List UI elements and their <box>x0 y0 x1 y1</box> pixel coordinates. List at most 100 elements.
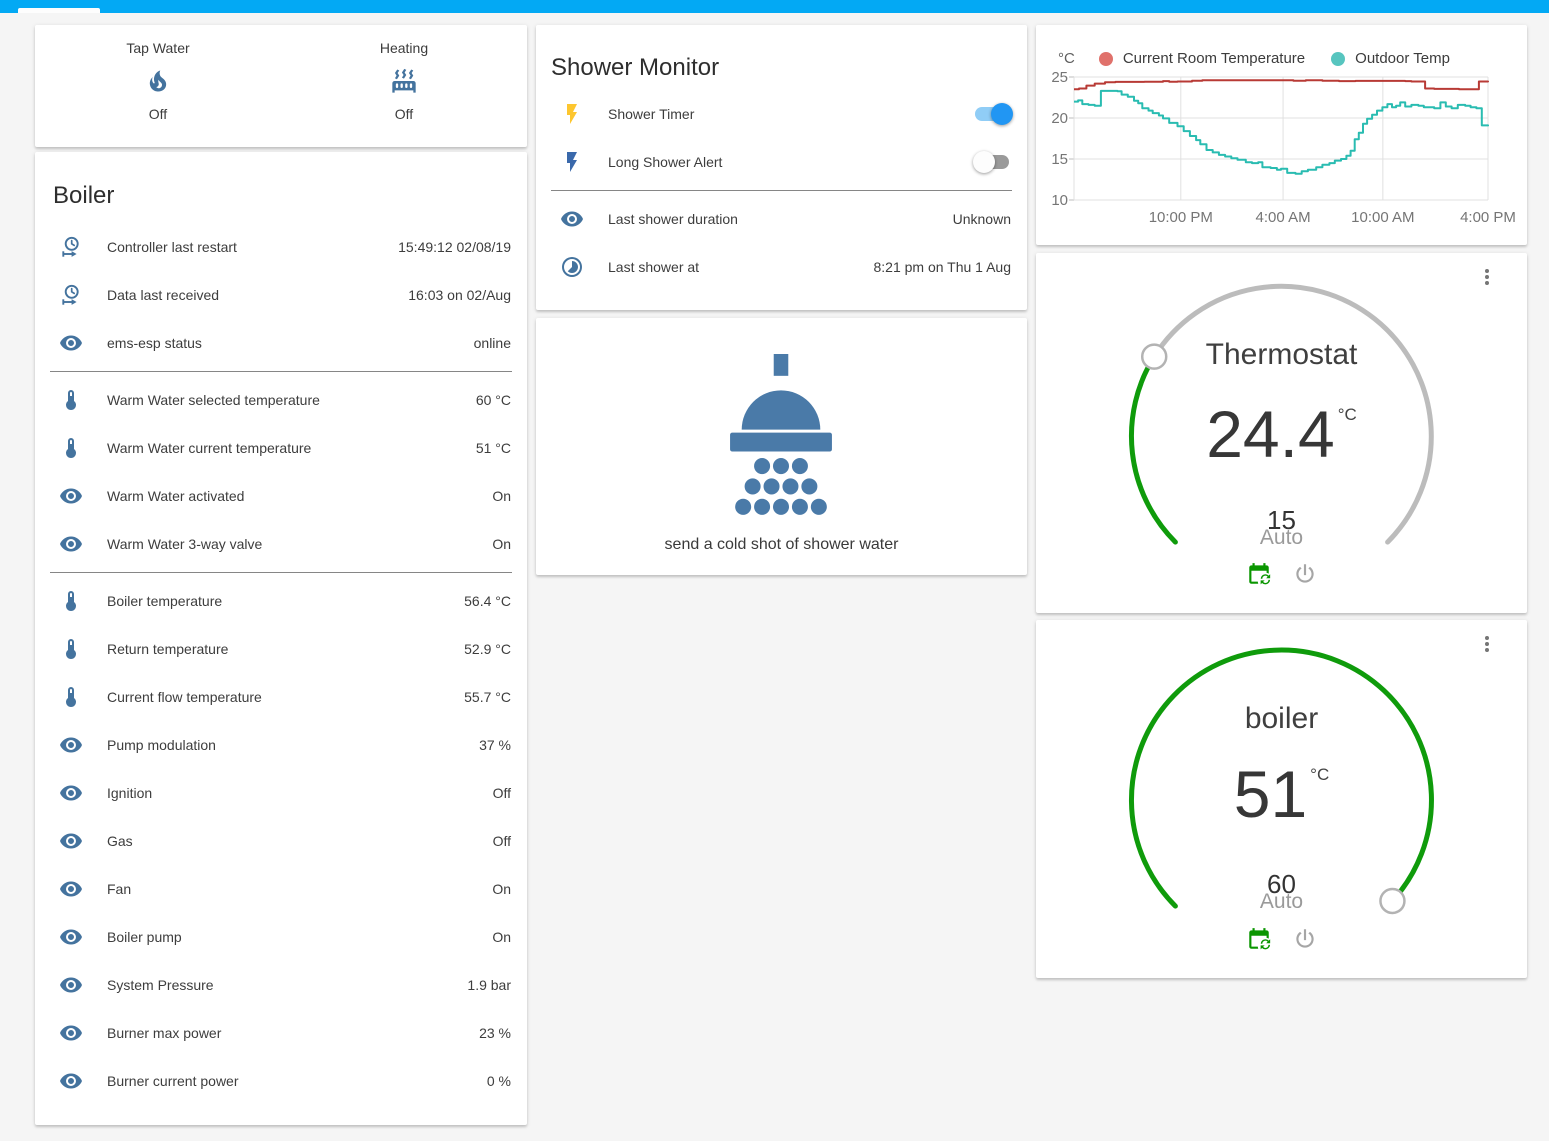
power-icon <box>1295 929 1314 948</box>
entity-row[interactable]: Fan On <box>35 865 527 913</box>
entity-row[interactable]: Gas Off <box>35 817 527 865</box>
menu-button[interactable] <box>1475 265 1499 289</box>
entity-label: Pump modulation <box>107 737 216 753</box>
entity-label: Gas <box>107 833 133 849</box>
entity-value: 15:49:12 02/08/19 <box>398 239 511 255</box>
entity-label: Last shower at <box>608 259 700 275</box>
svg-text:20: 20 <box>1051 110 1068 127</box>
entity-label: Warm Water selected temperature <box>107 392 320 408</box>
shower-head-icon <box>730 354 832 515</box>
glance-item-tap-water[interactable]: Tap Water Off <box>35 25 281 147</box>
timelapse-icon <box>562 257 582 277</box>
entity-label: Burner current power <box>107 1073 239 1089</box>
eye-icon <box>60 488 82 504</box>
entity-value: 55.7 °C <box>464 689 511 705</box>
boiler-dial <box>1129 647 1434 915</box>
entity-label: Long Shower Alert <box>608 154 723 170</box>
entity-value: On <box>492 536 511 552</box>
app-header <box>0 0 1549 13</box>
dial-actions <box>1036 561 1527 587</box>
entity-label: Data last received <box>107 287 220 303</box>
active-tab-indicator[interactable] <box>18 8 100 13</box>
entity-row[interactable]: Boiler temperature 56.4 °C <box>35 577 527 625</box>
legend-label: Outdoor Temp <box>1355 50 1450 67</box>
glance-item-heating[interactable]: Heating Off <box>281 25 527 147</box>
thermometer-icon <box>66 591 76 611</box>
history-chart: 25 20 15 10 10:00 PM 4:00 AM 10:00 AM 4:00 PM <box>1051 69 1516 226</box>
menu-button[interactable] <box>1475 632 1499 656</box>
calendar-sync-button[interactable] <box>1246 561 1272 587</box>
entity-row[interactable]: Controller last restart 15:49:12 02/08/19 <box>35 223 527 271</box>
entity-row[interactable]: Current flow temperature 55.7 °C <box>35 673 527 721</box>
entity-row[interactable]: Boiler pump On <box>35 913 527 961</box>
entity-value: 52.9 °C <box>464 641 511 657</box>
entity-row[interactable]: Pump modulation 37 % <box>35 721 527 769</box>
glance-card: Tap Water Off Heating Off <box>35 25 527 147</box>
toggle-switch[interactable] <box>975 103 1013 125</box>
divider <box>50 371 512 372</box>
target-temperature: 60 <box>1267 869 1296 899</box>
entity-row[interactable]: Return temperature 52.9 °C <box>35 625 527 673</box>
flash-icon <box>567 152 577 172</box>
entity-row[interactable]: Warm Water selected temperature 60 °C <box>35 376 527 424</box>
entity-label: Controller last restart <box>107 239 237 255</box>
legend-label: Current Room Temperature <box>1122 50 1306 67</box>
power-button[interactable] <box>1292 561 1318 587</box>
slider-handle[interactable] <box>1140 343 1168 370</box>
calendar-sync-button[interactable] <box>1246 926 1272 952</box>
eye-icon <box>60 335 82 351</box>
calendar-sync-icon <box>1248 563 1270 585</box>
entity-row[interactable]: Warm Water activated On <box>35 472 527 520</box>
power-button[interactable] <box>1292 926 1318 952</box>
eye-icon <box>60 833 82 849</box>
entity-label: Warm Water 3-way valve <box>107 536 263 552</box>
entity-row[interactable]: Long Shower Alert <box>536 138 1027 186</box>
thermometer-icon <box>66 438 76 458</box>
shower-action-card[interactable]: send a cold shot of shower water <box>536 318 1027 575</box>
entity-row[interactable]: Warm Water 3-way valve On <box>35 520 527 568</box>
entity-value: Unknown <box>952 211 1011 227</box>
dial-actions <box>1036 926 1527 952</box>
entity-row[interactable]: Ignition Off <box>35 769 527 817</box>
svg-text:10:00 AM: 10:00 AM <box>1351 209 1414 226</box>
boiler-gauge-card: boiler 51 °C 60 Auto <box>1036 620 1527 978</box>
radiator-icon <box>392 68 416 93</box>
thermostat-dial <box>1128 283 1434 545</box>
entity-value: 8:21 pm on Thu 1 Aug <box>873 259 1011 275</box>
entity-row[interactable]: ems-esp status online <box>35 319 527 367</box>
thermometer-icon <box>66 687 76 707</box>
entity-row[interactable]: Last shower at 8:21 pm on Thu 1 Aug <box>536 243 1027 291</box>
entity-row[interactable]: Data last received 16:03 on 02/Aug <box>35 271 527 319</box>
entity-value: On <box>492 488 511 504</box>
eye-icon <box>60 929 82 945</box>
eye-icon <box>60 977 82 993</box>
glance-label: Heating <box>379 40 429 56</box>
card-title: Shower Monitor <box>551 54 720 81</box>
fire-icon <box>149 70 167 92</box>
eye-icon <box>561 211 583 227</box>
toggle-switch[interactable] <box>973 151 1011 173</box>
calendar-sync-icon <box>1248 928 1270 950</box>
entity-row[interactable]: Warm Water current temperature 51 °C <box>35 424 527 472</box>
divider <box>50 572 512 573</box>
slider-handle[interactable] <box>1379 887 1406 915</box>
dots-vertical-icon <box>1485 636 1489 652</box>
entity-value: 0 % <box>486 1073 511 1089</box>
entity-row[interactable]: System Pressure 1.9 bar <box>35 961 527 1009</box>
entity-value: 56.4 °C <box>464 593 511 609</box>
entity-row[interactable]: Last shower duration Unknown <box>536 195 1027 243</box>
eye-icon <box>60 881 82 897</box>
entity-value: On <box>492 881 511 897</box>
svg-text:10: 10 <box>1051 192 1068 209</box>
entity-row[interactable]: Shower Timer <box>536 90 1027 138</box>
entity-row[interactable]: Burner max power 23 % <box>35 1009 527 1057</box>
entity-value: Off <box>492 833 511 849</box>
entity-row[interactable]: Burner current power 0 % <box>35 1057 527 1105</box>
entity-value: online <box>473 335 511 351</box>
divider <box>551 190 1012 191</box>
entity-label: Boiler pump <box>107 929 182 945</box>
dial-title: boiler <box>1244 702 1319 735</box>
entity-label: Fan <box>107 881 132 897</box>
clock-restart-icon <box>62 236 79 257</box>
entity-value: 37 % <box>479 737 511 753</box>
